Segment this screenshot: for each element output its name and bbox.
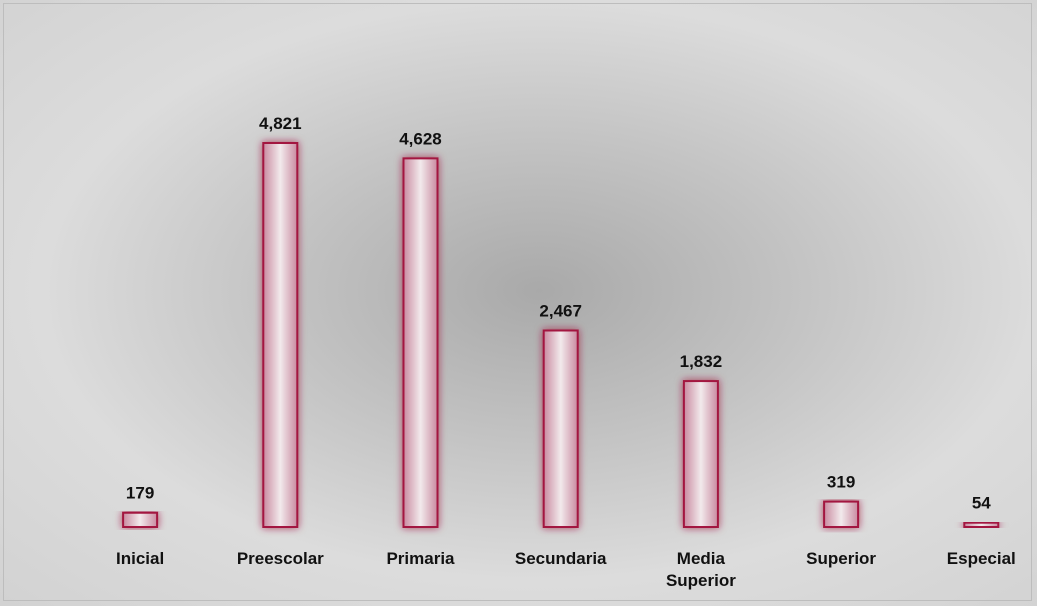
value-label: 2,467 — [539, 301, 582, 320]
bar — [122, 511, 159, 528]
bar — [402, 157, 439, 528]
x-tick-label: Especial — [946, 549, 1016, 568]
x-tick-label: Primaria — [386, 549, 455, 568]
value-label: 4,628 — [399, 129, 442, 148]
bar — [823, 500, 860, 528]
x-tick-label: Preescolar — [236, 549, 324, 568]
value-label: 4,821 — [259, 114, 302, 133]
bar — [682, 380, 719, 528]
value-label: 179 — [126, 484, 154, 503]
value-label: 319 — [827, 473, 855, 492]
bar — [963, 521, 1000, 528]
bar — [262, 142, 299, 528]
value-label: 1,832 — [680, 352, 723, 371]
x-tick-label: Inicial — [116, 549, 165, 568]
chart-frame — [3, 3, 1032, 601]
x-tick-label: Media Superior — [665, 549, 736, 590]
x-tick-label: Secundaria — [514, 549, 607, 568]
value-label: 54 — [972, 494, 991, 513]
bar — [542, 329, 579, 528]
x-tick-label: Superior — [806, 549, 877, 568]
